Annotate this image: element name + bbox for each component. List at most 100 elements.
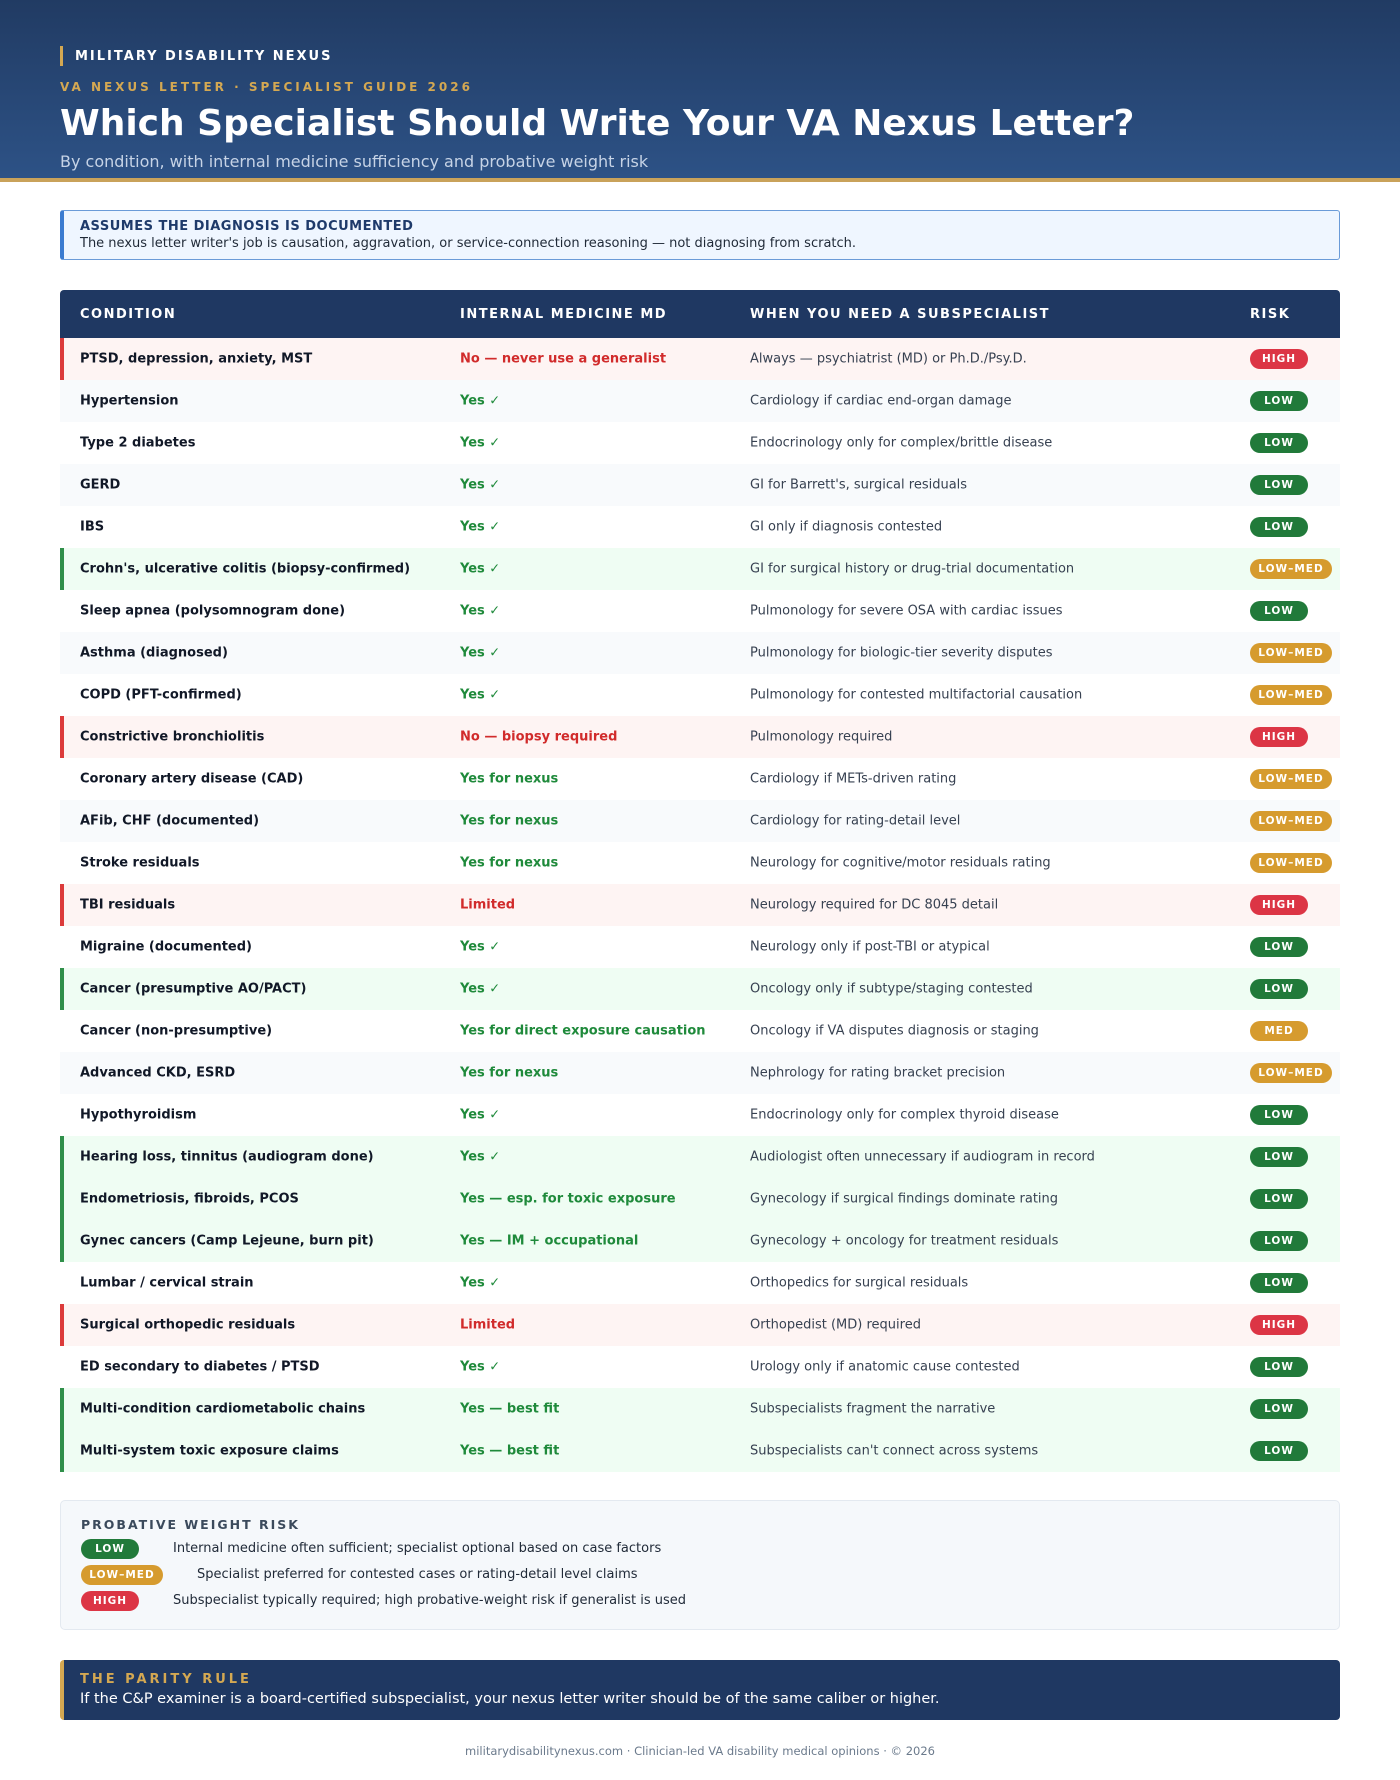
risk-cell: LOW [1250,601,1308,621]
table-row: Migraine (documented) Yes ✓ Neurology only… [60,926,1340,968]
condition-cell: Multi-system toxic exposure claims [80,1443,339,1459]
subspecialist-cell: Pulmonology for contested multifactorial… [750,687,1083,703]
condition-cell: Hypertension [80,393,179,409]
table-row: Cancer (presumptive AO/PACT) Yes ✓ Oncolog… [60,968,1340,1010]
legend-item-low: LOW Internal medicine often sufficient; … [81,1538,1319,1559]
risk-cell: LOW [1250,1399,1308,1419]
risk-badge: LOW [1250,1147,1308,1167]
condition-cell: Crohn's, ulcerative colitis (biopsy-conf… [80,561,411,577]
risk-badge: LOW [1250,1399,1308,1419]
condition-cell: GERD [80,477,121,493]
header-subspecialist: WHEN YOU NEED A SUBSPECIALIST [750,306,1051,322]
risk-badge: LOW–MED [1250,1063,1332,1083]
condition-cell: TBI residuals [80,897,176,913]
condition-cell: IBS [80,519,105,535]
table-row: Sleep apnea (polysomnogram done) Yes ✓ Pul… [60,590,1340,632]
condition-cell: Cancer (non-presumptive) [80,1023,273,1039]
internal-medicine-cell: Yes ✓ [460,687,501,703]
risk-badge: HIGH [1250,895,1308,915]
brand: MILITARY DISABILITY NEXUS [60,46,1340,66]
table-row: Multi-system toxic exposure claims Yes — … [60,1430,1340,1472]
risk-cell: LOW–MED [1250,643,1332,663]
risk-badge: LOW [1250,1441,1308,1461]
condition-cell: COPD (PFT-confirmed) [80,687,242,703]
internal-medicine-cell: Yes ✓ [460,1359,501,1375]
risk-badge: LOW [1250,1273,1308,1293]
subspecialist-cell: Cardiology if METs-driven rating [750,771,957,787]
condition-cell: Asthma (diagnosed) [80,645,228,661]
risk-cell: LOW–MED [1250,853,1332,873]
condition-cell: Endometriosis, fibroids, PCOS [80,1191,299,1207]
subspecialist-cell: Pulmonology for biologic-tier severity d… [750,645,1053,661]
subspecialist-cell: Subspecialists can't connect across syst… [750,1443,1039,1459]
internal-medicine-cell: Yes for direct exposure causation [460,1023,706,1039]
internal-medicine-cell: Yes — IM + occupational [460,1233,639,1249]
internal-medicine-cell: Yes ✓ [460,519,501,535]
brand-accent-bar [60,46,63,66]
subspecialist-cell: Pulmonology required [750,729,893,745]
table-row: Constrictive bronchiolitis No — biopsy re… [60,716,1340,758]
page-header: MILITARY DISABILITY NEXUS VA NEXUS LETTE… [0,0,1400,182]
risk-badge: LOW [1250,1357,1308,1377]
internal-medicine-cell: Yes ✓ [460,981,501,997]
legend-text-low: Internal medicine often sufficient; spec… [173,1541,662,1556]
subspecialist-cell: Always — psychiatrist (MD) or Ph.D./Psy.… [750,351,1027,367]
risk-badge: LOW [1250,1189,1308,1209]
risk-cell: LOW [1250,1441,1308,1461]
high-badge: HIGH [81,1590,139,1611]
subspecialist-cell: Oncology only if subtype/staging contest… [750,981,1033,997]
subspecialist-cell: Pulmonology for severe OSA with cardiac … [750,603,1063,619]
condition-cell: Lumbar / cervical strain [80,1275,254,1291]
risk-badge: HIGH [1250,349,1308,369]
table-row: Multi-condition cardiometabolic chains Ye… [60,1388,1340,1430]
risk-badge: LOW [1250,1105,1308,1125]
table-row: ED secondary to diabetes / PTSD Yes ✓ Urol… [60,1346,1340,1388]
page-title: Which Specialist Should Write Your VA Ne… [60,103,1135,144]
table-row: Crohn's, ulcerative colitis (biopsy-conf… [60,548,1340,590]
risk-cell: LOW [1250,1189,1308,1209]
subspecialist-cell: Subspecialists fragment the narrative [750,1401,996,1417]
subspecialist-cell: Nephrology for rating bracket precision [750,1065,1006,1081]
risk-cell: LOW [1250,979,1308,999]
specialist-table: CONDITION INTERNAL MEDICINE MD WHEN YOU … [60,290,1340,1472]
internal-medicine-cell: Yes — best fit [460,1443,560,1459]
table-row: AFib, CHF (documented) Yes for nexus Cardi… [60,800,1340,842]
risk-badge: HIGH [1250,727,1308,747]
risk-cell: LOW [1250,1105,1308,1125]
internal-medicine-cell: Yes ✓ [460,603,501,619]
risk-badge: LOW [1250,937,1308,957]
brand-name: MILITARY DISABILITY NEXUS [75,48,333,64]
table-row: Endometriosis, fibroids, PCOS Yes — esp. … [60,1178,1340,1220]
risk-badge: LOW–MED [1250,769,1332,789]
parity-title: THE PARITY RULE [80,1672,252,1687]
subspecialist-cell: Oncology if VA disputes diagnosis or sta… [750,1023,1039,1039]
internal-medicine-cell: Yes ✓ [460,645,501,661]
legend-item-low-med: LOW–MED Specialist preferred for contest… [81,1564,1319,1585]
internal-medicine-cell: Yes ✓ [460,561,501,577]
condition-cell: Type 2 diabetes [80,435,196,451]
internal-medicine-cell: Yes for nexus [460,771,559,787]
page-subtitle: By condition, with internal medicine suf… [60,152,649,171]
table-row: Asthma (diagnosed) Yes ✓ Pulmonology for b… [60,632,1340,674]
condition-cell: Stroke residuals [80,855,200,871]
risk-badge: LOW [1250,391,1308,411]
table-row: Hypothyroidism Yes ✓ Endocrinology only fo… [60,1094,1340,1136]
risk-cell: LOW [1250,517,1308,537]
legend-title: PROBATIVE WEIGHT RISK [81,1517,300,1532]
table-row: Gynec cancers (Camp Lejeune, burn pit) Ye… [60,1220,1340,1262]
risk-cell: LOW [1250,391,1308,411]
internal-medicine-cell: Yes ✓ [460,1107,501,1123]
risk-cell: HIGH [1250,1315,1308,1335]
subspecialist-cell: Neurology only if post-TBI or atypical [750,939,990,955]
condition-cell: Multi-condition cardiometabolic chains [80,1401,366,1417]
subspecialist-cell: Gynecology if surgical findings dominate… [750,1191,1059,1207]
page-footer: militarydisabilitynexus.com · Clinician-… [465,1744,935,1758]
condition-cell: Advanced CKD, ESRD [80,1065,236,1081]
internal-medicine-cell: Yes — best fit [460,1401,560,1417]
notice-title: ASSUMES THE DIAGNOSIS IS DOCUMENTED [80,219,414,234]
legend-item-high: HIGH Subspecialist typically required; h… [81,1590,1319,1611]
risk-cell: LOW–MED [1250,769,1332,789]
risk-badge: LOW [1250,979,1308,999]
subspecialist-cell: Orthopedics for surgical residuals [750,1275,969,1291]
risk-badge: LOW [1250,475,1308,495]
